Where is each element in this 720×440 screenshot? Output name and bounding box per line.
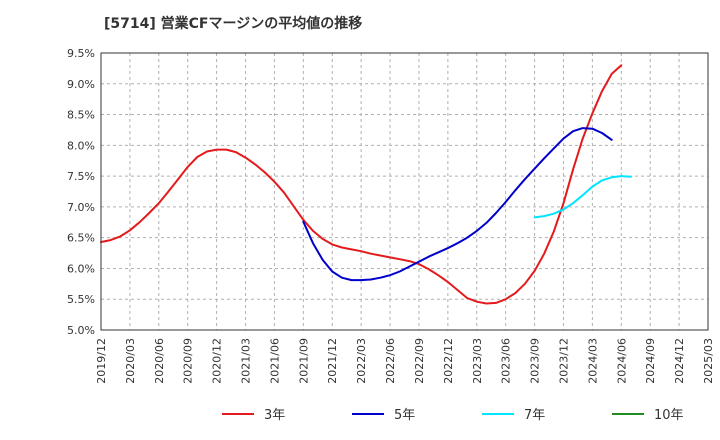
x-tick-label: 2023/03 [471, 338, 484, 384]
x-tick-label: 2022/12 [442, 338, 455, 384]
x-tick-label: 2021/06 [268, 338, 281, 384]
x-tick-label: 2022/03 [355, 338, 368, 384]
x-tick-label: 2023/06 [500, 338, 513, 384]
y-tick-label: 9.0% [67, 78, 95, 91]
plot-background [101, 53, 708, 330]
x-tick-label: 2020/12 [211, 338, 224, 384]
x-tick-label: 2020/03 [124, 338, 137, 384]
legend-label: 3年 [264, 408, 285, 423]
x-tick-label: 2024/12 [673, 338, 686, 384]
y-tick-label: 5.5% [67, 293, 95, 306]
y-tick-label: 9.5% [67, 47, 95, 60]
chart-title: [5714] 営業CFマージンの平均値の推移 [104, 16, 363, 32]
x-tick-label: 2021/12 [326, 338, 339, 384]
x-tick-label: 2021/03 [240, 338, 253, 384]
series-lines [100, 64, 632, 305]
legend-label: 10年 [654, 408, 684, 423]
plot-frame [100, 52, 709, 331]
y-tick-label: 8.5% [67, 109, 95, 122]
y-axis-tick-labels: 9.5% 9.0% 8.5% 8.0% 7.5% 7.0% 6.5% 6.0% 5.5% 5.0% [67, 47, 95, 337]
series-line-2 [533, 175, 632, 219]
x-tick-label: 2024/03 [586, 338, 599, 384]
y-tick-label: 8.0% [67, 139, 95, 152]
x-tick-label: 2020/09 [182, 338, 195, 384]
legend: 3年 5年 7年 10年 [222, 408, 684, 423]
x-tick-label: 2024/09 [644, 338, 657, 384]
series-line-0 [100, 64, 623, 305]
y-tick-label: 6.0% [67, 262, 95, 275]
x-tick-label: 2022/09 [413, 338, 426, 384]
x-tick-label: 2021/09 [297, 338, 310, 384]
y-tick-label: 5.0% [67, 324, 95, 337]
series-line-1 [302, 127, 613, 282]
x-tick-label: 2023/12 [557, 338, 570, 384]
y-tick-label: 7.5% [67, 170, 95, 183]
x-tick-label: 2025/03 [702, 338, 715, 384]
y-tick-label: 7.0% [67, 201, 95, 214]
legend-label: 7年 [524, 408, 545, 423]
x-tick-label: 2023/09 [529, 338, 542, 384]
x-tick-label: 2022/06 [384, 338, 397, 384]
x-tick-label: 2020/06 [153, 338, 166, 384]
legend-label: 5年 [394, 408, 415, 423]
x-tick-label: 2024/06 [615, 338, 628, 384]
x-tick-label: 2019/12 [95, 338, 108, 384]
y-tick-label: 6.5% [67, 232, 95, 245]
x-axis-tick-labels: 2019/12 2020/03 2020/06 2020/09 2020/12 2021/… [95, 338, 715, 384]
